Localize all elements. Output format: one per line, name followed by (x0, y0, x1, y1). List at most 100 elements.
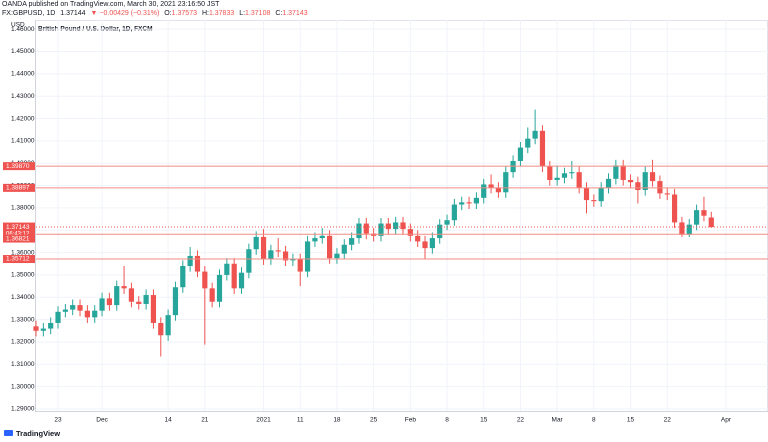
y-tick-label: 1.33000 (11, 316, 35, 323)
candle-body (554, 177, 560, 180)
candle-body (679, 222, 685, 235)
x-tick-label: 22 (517, 417, 525, 424)
candle-body (136, 301, 142, 304)
candle-body (253, 236, 259, 250)
candle-body (260, 236, 267, 260)
y-tick-label: 1.29000 (11, 406, 35, 413)
x-tick-label: Mar (552, 417, 564, 424)
high-value: 1.37833 (209, 10, 234, 17)
candle-body (150, 295, 157, 323)
level-label-box (3, 162, 35, 171)
x-tick-label: 11 (297, 417, 304, 424)
x-tick-label: 15 (480, 417, 488, 424)
y-tick-label: 1.30000 (11, 383, 35, 390)
candle-body (466, 202, 472, 204)
candle-body (304, 241, 311, 272)
candle-body (393, 222, 399, 230)
price-label-box (3, 222, 35, 238)
candle-body (92, 310, 98, 318)
y-unit: USD (11, 22, 25, 29)
x-tick-label: 18 (333, 417, 341, 424)
candle-body (341, 244, 347, 254)
candle-body (327, 235, 333, 259)
candle-body (290, 259, 296, 261)
candle-body (664, 193, 670, 195)
x-tick-label: 14 (165, 417, 173, 424)
change: ▼ −0.00429 (−0.31%) (91, 10, 160, 17)
level-label: 1.35712 (6, 256, 30, 263)
x-tick-label: 8 (445, 417, 449, 424)
candle-body (547, 166, 553, 180)
level-label: 1.38897 (6, 185, 30, 192)
candle-body (598, 187, 604, 202)
candle-body (282, 251, 289, 261)
candle-body (84, 310, 90, 318)
candle-body (561, 173, 568, 178)
level-label: 1.36821 (6, 235, 30, 242)
candle-body (591, 200, 597, 202)
x-tick-label: Apr (721, 417, 732, 424)
y-tick-label: 1.41000 (11, 138, 35, 145)
x-tick-label: Feb (405, 417, 417, 424)
y-tick-label: 1.43000 (11, 93, 35, 100)
y-tick-label: 1.45000 (11, 48, 35, 55)
candle-body (605, 178, 612, 188)
x-tick-label: Dec (96, 417, 108, 424)
candle-body (708, 217, 714, 228)
candle-body (671, 194, 678, 223)
candle-body (319, 235, 325, 239)
candle-body (143, 295, 149, 304)
candle-body (209, 288, 215, 302)
candle-body (532, 130, 538, 139)
candle-body (539, 130, 546, 167)
x-tick-label: 8 (592, 417, 596, 424)
candle-body (613, 165, 619, 179)
open-label: O: (164, 10, 171, 17)
candle-body (216, 274, 223, 302)
candle-body (128, 288, 135, 302)
candle-body (121, 286, 127, 289)
candle-body (517, 147, 524, 161)
candle-body (444, 220, 450, 225)
candle-body (55, 311, 61, 323)
candle-body (40, 328, 46, 331)
candle-body (459, 202, 465, 205)
candle-body (268, 250, 274, 260)
brand-name: TradingView (16, 429, 60, 438)
candle-body (158, 322, 164, 336)
candle-body (576, 172, 582, 188)
candle-body (48, 322, 54, 329)
candle-body (70, 305, 76, 310)
level-label-box (3, 234, 35, 243)
y-tick-label: 1.44000 (11, 71, 35, 78)
close-label: C: (275, 10, 282, 17)
y-tick-label: 1.35000 (11, 272, 35, 279)
candle-body (415, 235, 421, 242)
candle-body (451, 204, 457, 221)
candle-body (642, 172, 648, 191)
candle-body (114, 286, 120, 306)
candle-body (106, 298, 112, 306)
candle-body (99, 298, 105, 311)
candle-body (238, 272, 245, 289)
y-tick-label: 1.32000 (11, 339, 35, 346)
x-tick-label: 21 (201, 417, 209, 424)
candle-body (400, 222, 406, 230)
level-label: 1.39870 (6, 163, 30, 170)
grid (36, 20, 768, 411)
brand-logo (4, 430, 13, 436)
candle-body (180, 265, 186, 288)
candles (33, 109, 714, 357)
candle-body (635, 182, 641, 191)
x-tick-label: 2021 (256, 417, 271, 424)
candle-body (429, 238, 435, 249)
candle-body (165, 315, 171, 336)
x-tick-label: 23 (54, 417, 62, 424)
low-label: L: (239, 10, 245, 17)
y-tick-label: 1.34000 (11, 294, 35, 301)
candle-body (224, 263, 230, 275)
symbol-line: FX:GBPUSD, 1D 1.37144 ▼ −0.00429 (−0.31%… (2, 10, 308, 17)
brand: TradingView (4, 429, 60, 438)
